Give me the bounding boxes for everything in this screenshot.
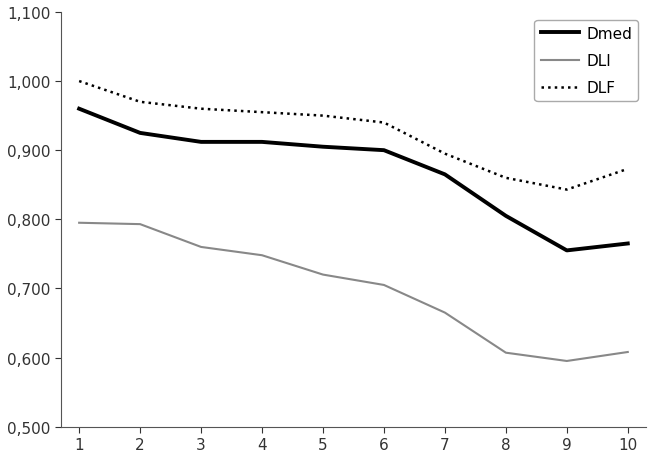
DLF	[75, 79, 83, 84]
DLI	[624, 349, 631, 355]
DLI	[197, 245, 205, 250]
DLF	[624, 167, 631, 172]
DLI	[502, 350, 510, 356]
Dmed	[380, 148, 388, 154]
DLI	[441, 310, 449, 316]
DLF	[136, 100, 144, 105]
DLF	[380, 121, 388, 126]
DLI	[75, 220, 83, 226]
Line: DLF: DLF	[79, 82, 628, 190]
Dmed	[258, 140, 266, 146]
DLF	[502, 176, 510, 181]
DLF	[258, 110, 266, 116]
Dmed	[197, 140, 205, 146]
DLI	[258, 253, 266, 258]
Dmed	[624, 241, 631, 246]
Line: DLI: DLI	[79, 223, 628, 361]
DLF	[563, 187, 571, 193]
DLF	[441, 151, 449, 157]
Dmed	[75, 106, 83, 112]
DLI	[319, 272, 327, 278]
DLI	[136, 222, 144, 227]
DLF	[319, 114, 327, 119]
DLF	[197, 106, 205, 112]
Dmed	[502, 213, 510, 219]
DLI	[563, 358, 571, 364]
Dmed	[441, 172, 449, 178]
Dmed	[563, 248, 571, 254]
Dmed	[136, 131, 144, 136]
Legend: Dmed, DLI, DLF: Dmed, DLI, DLF	[535, 21, 639, 102]
DLI	[380, 283, 388, 288]
Line: Dmed: Dmed	[79, 109, 628, 251]
Dmed	[319, 145, 327, 150]
